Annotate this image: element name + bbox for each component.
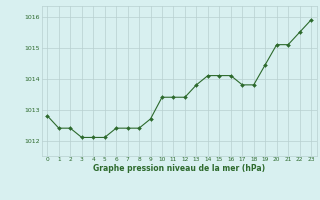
- X-axis label: Graphe pression niveau de la mer (hPa): Graphe pression niveau de la mer (hPa): [93, 164, 265, 173]
